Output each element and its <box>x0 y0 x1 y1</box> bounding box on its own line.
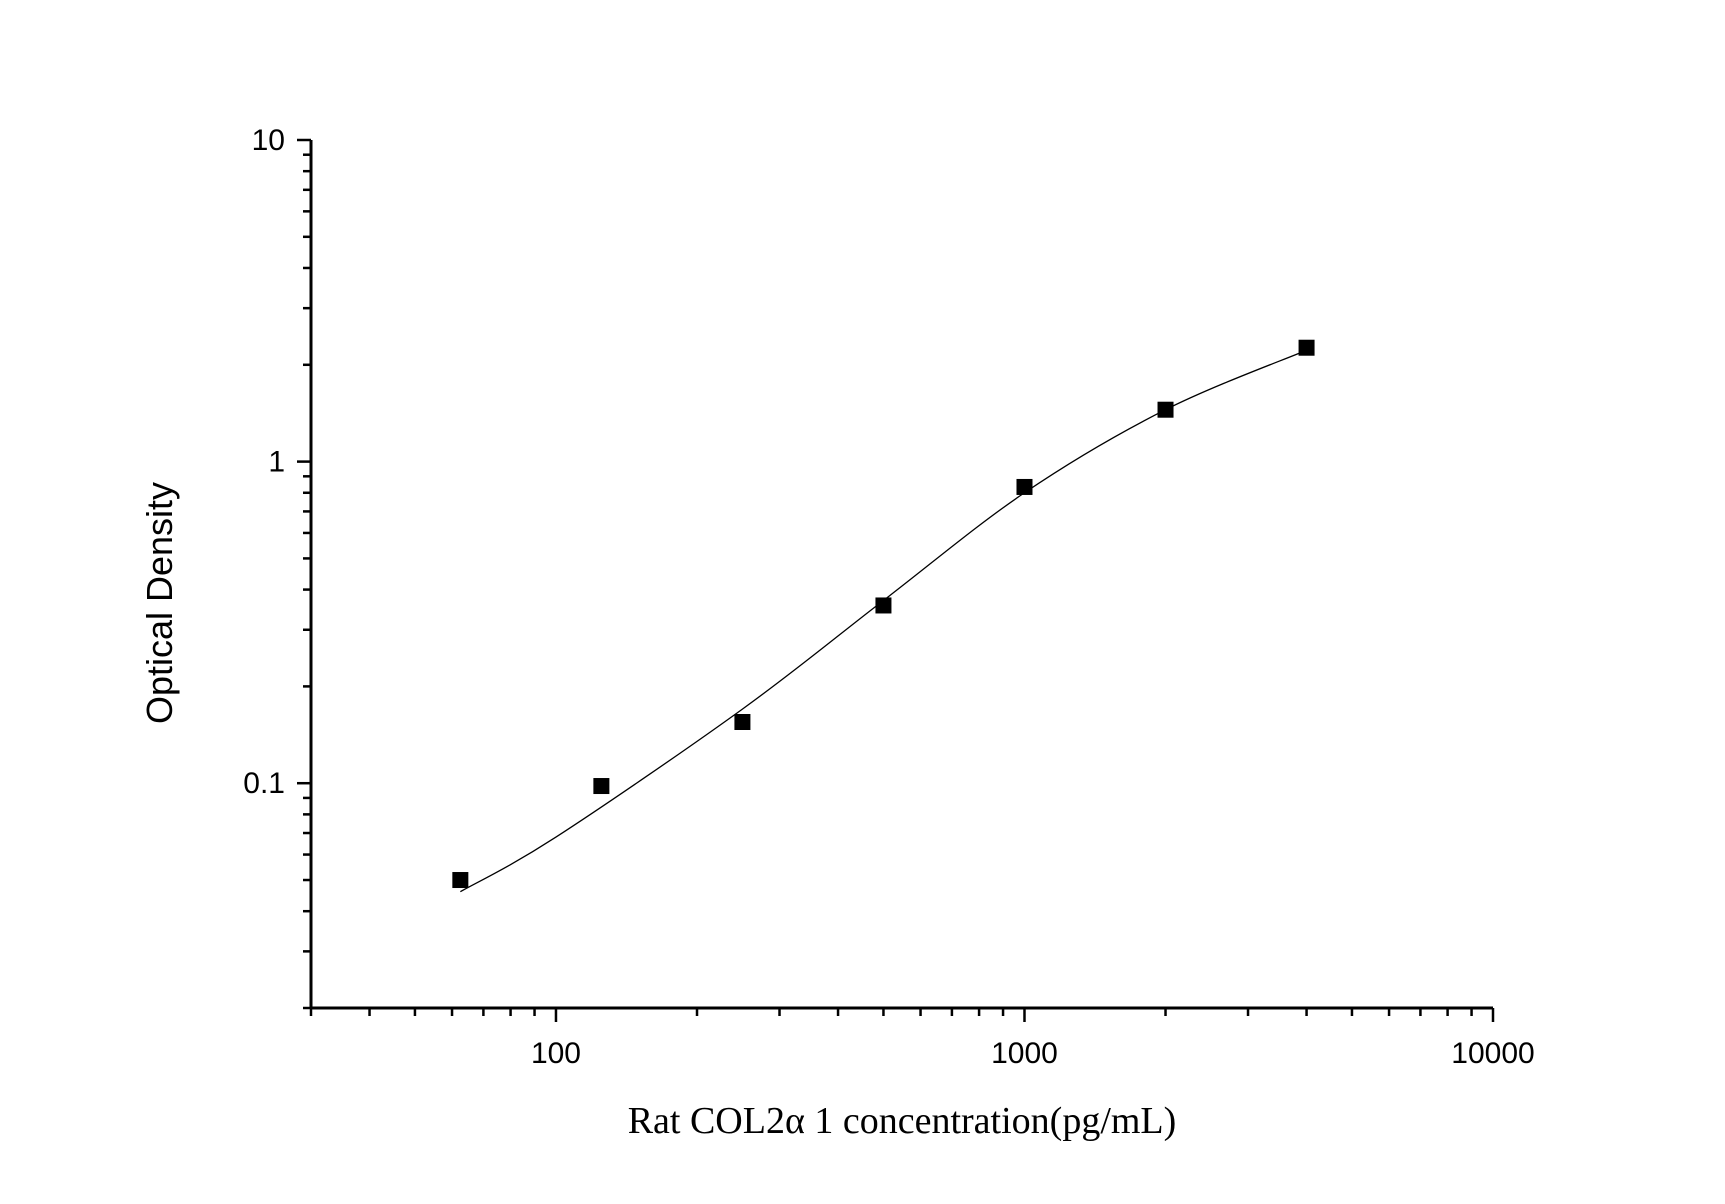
y-tick-label: 1 <box>268 446 285 479</box>
data-point <box>875 597 892 614</box>
axes <box>297 138 1495 1022</box>
fit-curve <box>460 349 1307 893</box>
x-tick-label: 100 <box>531 1037 581 1070</box>
data-point <box>1157 401 1174 418</box>
data-point <box>1016 478 1033 495</box>
y-axis-label: Optical Density <box>139 482 180 724</box>
data-points <box>452 339 1315 889</box>
x-tick-labels: 100 1000 10000 <box>531 1037 1535 1070</box>
y-tick-label: 10 <box>252 124 285 157</box>
x-axis-label: Rat COL2α 1 concentration(pg/mL) <box>628 1100 1177 1142</box>
y-tick-labels: 0.1 1 10 <box>243 124 285 800</box>
y-tick-label: 0.1 <box>243 767 285 800</box>
data-point <box>593 778 610 795</box>
data-point <box>1298 339 1315 356</box>
x-tick-label: 10000 <box>1451 1037 1534 1070</box>
data-point <box>452 872 469 889</box>
data-point <box>734 713 751 730</box>
x-tick-label: 1000 <box>991 1037 1058 1070</box>
